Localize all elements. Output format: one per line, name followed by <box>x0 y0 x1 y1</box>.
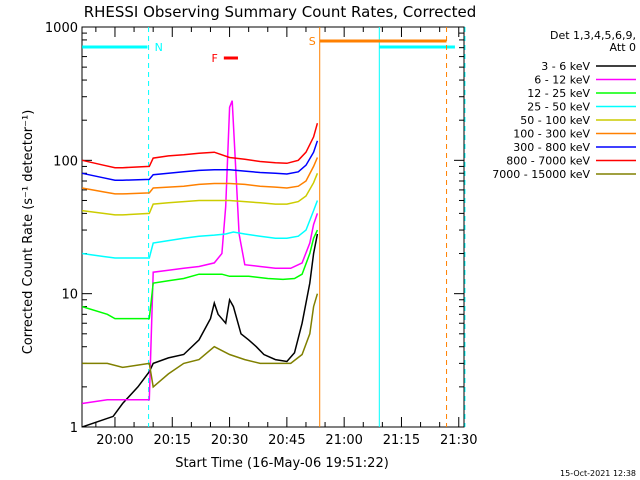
legend-label: 7000 - 15000 keV <box>492 168 590 181</box>
series-lines <box>82 100 319 427</box>
legend-label: 25 - 50 keV <box>527 101 590 114</box>
series-line <box>82 200 319 259</box>
series-line <box>82 233 319 427</box>
x-tick-label: 20:15 <box>154 433 191 448</box>
flare-label: F <box>212 52 218 65</box>
x-tick-label: 20:45 <box>268 433 305 448</box>
x-tick-label: 20:00 <box>96 433 133 448</box>
legend-header-line1: Det 1,3,4,5,6,9, <box>550 29 636 42</box>
y-axis: 1 10 100 1000 <box>45 21 464 436</box>
legend-label: 50 - 100 keV <box>520 114 590 127</box>
legend-label: 6 - 12 keV <box>534 74 590 87</box>
series-line <box>82 122 319 169</box>
saa-label: S <box>309 35 316 48</box>
y-tick-label: 1 <box>70 421 78 436</box>
y-axis-label: Corrected Count Rate (s⁻¹ detector⁻¹) <box>21 110 36 355</box>
plot-frame <box>81 26 465 428</box>
x-tick-label: 21:15 <box>383 433 420 448</box>
legend-label: 12 - 25 keV <box>527 87 590 100</box>
series-line <box>82 140 319 181</box>
x-tick-label: 20:30 <box>211 433 248 448</box>
series-line <box>82 293 319 389</box>
plot-area <box>81 26 465 428</box>
y-tick-label: 10 <box>61 288 78 303</box>
night-label: N <box>155 41 163 54</box>
footer-timestamp: 15-Oct-2021 12:38 <box>560 469 636 478</box>
series-line <box>82 173 319 216</box>
x-tick-label: 21:30 <box>440 433 477 448</box>
legend-label: 800 - 7000 keV <box>506 155 590 168</box>
series-line <box>82 157 319 195</box>
series-line <box>82 229 319 320</box>
chart-title: RHESSI Observing Summary Count Rates, Co… <box>84 3 477 21</box>
x-axis: 20:00 20:15 20:30 20:45 21:00 21:15 21:30 <box>95 27 478 448</box>
series-line <box>82 100 319 405</box>
y-tick-label: 1000 <box>45 21 78 36</box>
x-axis-label: Start Time (16-May-06 19:51:22) <box>175 456 389 471</box>
y-tick-label: 100 <box>53 154 78 169</box>
observing-markers: N S F <box>82 27 466 427</box>
legend-label: 3 - 6 keV <box>541 60 590 73</box>
legend-header-line2: Att 0 <box>610 41 636 54</box>
x-tick-label: 21:00 <box>325 433 362 448</box>
legend-label: 300 - 800 keV <box>513 141 590 154</box>
legend-label: 100 - 300 keV <box>513 128 590 141</box>
